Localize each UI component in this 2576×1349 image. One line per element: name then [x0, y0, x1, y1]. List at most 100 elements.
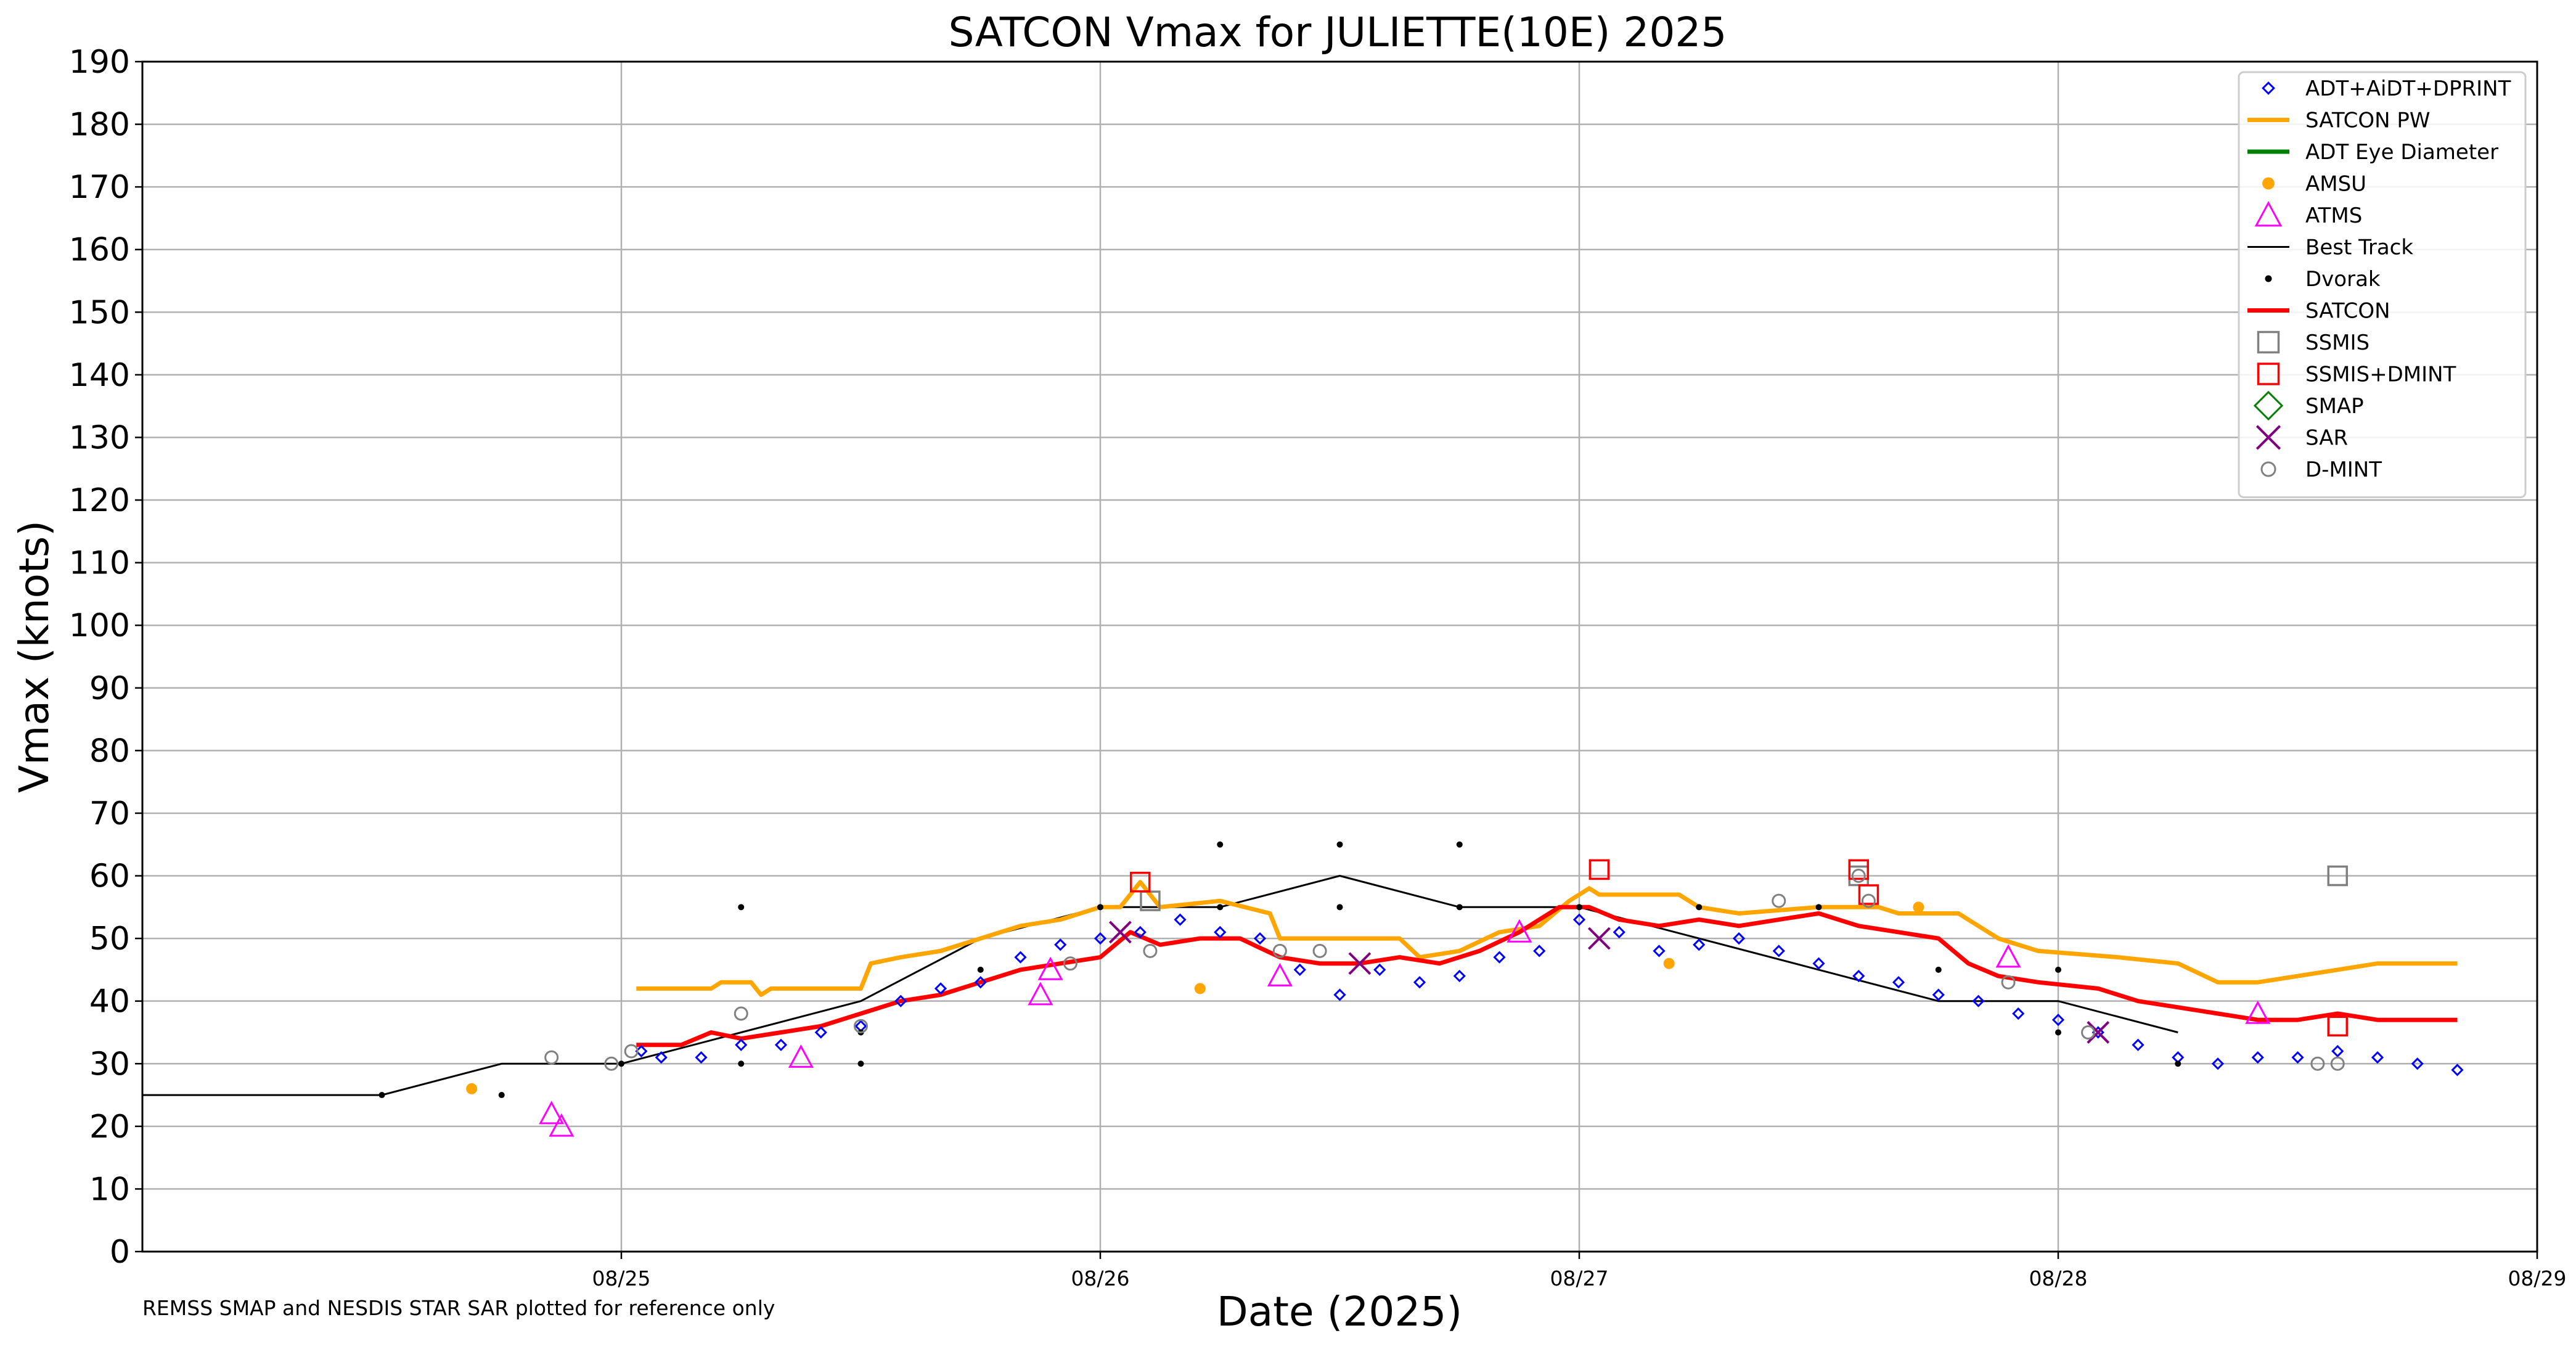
adt-point	[894, 994, 907, 1007]
dmint-point	[2330, 1056, 2345, 1071]
footnote: REMSS SMAP and NESDIS STAR SAR plotted f…	[142, 1296, 775, 1320]
legend-swatch-marker	[2257, 330, 2280, 354]
amsu-point	[466, 1083, 478, 1094]
legend-label: ADT+AiDT+DPRINT	[2305, 76, 2511, 101]
dvorak-point	[738, 904, 745, 911]
legend-label: SAR	[2305, 426, 2348, 451]
legend-entry: Dvorak	[2265, 267, 2381, 292]
adt-point	[1094, 932, 1107, 945]
adt-point	[1932, 988, 1945, 1001]
adt-point	[2051, 1014, 2065, 1027]
adt-point	[2012, 1007, 2025, 1020]
atms-point	[539, 1101, 565, 1125]
ssmis-dmint-point	[1589, 859, 1610, 880]
dvorak-point	[738, 1060, 745, 1067]
dvorak-point	[2055, 1029, 2061, 1036]
legend-entry: SMAP	[2253, 390, 2364, 421]
y-axis-label: Vmax (knots)	[10, 520, 58, 793]
dvorak-point	[977, 966, 984, 973]
adt-point	[1174, 913, 1187, 926]
adt-point	[774, 1038, 788, 1051]
legend-swatch-marker	[2260, 461, 2276, 477]
dmint-point	[1861, 893, 1876, 908]
adt-point	[2451, 1064, 2464, 1076]
legend-label: Dvorak	[2305, 267, 2381, 292]
x-axis-ticks: 08/25 08/26 08/27 08/28 08/29	[592, 1252, 2567, 1290]
plot-frame	[141, 60, 2538, 1253]
y-tick-label: 180	[69, 107, 130, 144]
adt-point	[1253, 932, 1267, 945]
x-tick-label: 08/28	[2029, 1266, 2087, 1290]
adt-point	[934, 982, 947, 995]
amsu-point	[1913, 901, 1924, 913]
dvorak-point	[1815, 904, 1822, 911]
adt-point	[1772, 945, 1785, 957]
y-tick-label: 0	[110, 1234, 130, 1271]
atms-point	[549, 1113, 574, 1137]
y-tick-label: 60	[89, 858, 130, 895]
y-tick-label: 30	[89, 1046, 130, 1083]
adt-point	[1812, 957, 1825, 970]
y-tick-label: 190	[69, 44, 130, 81]
adt-point	[1413, 976, 1426, 989]
dvorak-point	[498, 1092, 505, 1099]
adt-point	[735, 1038, 748, 1051]
adt-point	[1533, 945, 1546, 957]
ssmis-point	[2327, 865, 2348, 887]
y-tick-label: 70	[89, 795, 130, 832]
legend: ADT+AiDT+DPRINT SATCON PW ADT Eye Diameter…	[2238, 71, 2527, 498]
y-tick-label: 100	[69, 607, 130, 644]
dmint-point	[1772, 893, 1786, 908]
legend-label: AMSU	[2305, 172, 2366, 197]
adt-point	[1333, 988, 1346, 1001]
ssmis-dmint-point	[1130, 871, 1151, 893]
dmint-point	[854, 1019, 868, 1033]
adt-point	[1732, 932, 1746, 945]
dmint-point	[604, 1056, 619, 1071]
legend-label: SATCON PW	[2305, 109, 2430, 133]
dmint-point	[734, 1006, 748, 1021]
legend-entry: SATCON	[2247, 299, 2390, 324]
legend-box	[2238, 71, 2527, 498]
y-tick-label: 10	[89, 1171, 130, 1208]
y-tick-label: 150	[69, 294, 130, 331]
adt-point	[2251, 1051, 2264, 1064]
chart-title: SATCON Vmax for JULIETTE(10E) 2025	[949, 9, 1727, 56]
adt-point	[1373, 963, 1386, 977]
atms-point	[1995, 944, 2021, 968]
adt-point	[1453, 969, 1466, 983]
sar-point	[2087, 1021, 2110, 1044]
legend-entry: ATMS	[2254, 201, 2362, 228]
adt-point	[1014, 951, 1027, 964]
legend-entry: D-MINT	[2260, 457, 2382, 482]
adt-point	[1134, 925, 1147, 939]
adt-point	[1613, 925, 1625, 939]
atms-point	[2245, 1000, 2271, 1024]
adt-point	[695, 1051, 708, 1064]
legend-entry: SAR	[2255, 425, 2348, 451]
legend-label: D-MINT	[2305, 457, 2382, 482]
atms-point	[1037, 956, 1063, 980]
dmint-point	[544, 1050, 559, 1065]
adt-point	[1653, 945, 1666, 957]
adt-point	[1892, 976, 1905, 989]
adt-point	[2371, 1051, 2384, 1064]
legend-label: SSMIS+DMINT	[2305, 363, 2456, 387]
atms-point	[788, 1044, 814, 1068]
dmint-point	[624, 1044, 639, 1059]
dvorak-point	[1576, 904, 1582, 911]
x-tick-label: 08/26	[1071, 1266, 1129, 1290]
dvorak-point	[618, 1060, 624, 1067]
sar-point	[1108, 921, 1132, 944]
dmint-point	[2310, 1056, 2325, 1071]
atms-point	[1028, 982, 1053, 1006]
atms-point	[1267, 962, 1293, 986]
dmint-point	[1851, 869, 1866, 884]
x-tick-label: 08/29	[2508, 1266, 2566, 1290]
amsu-point	[1194, 983, 1206, 994]
legend-swatch-marker	[2265, 275, 2272, 282]
dvorak-point	[1935, 966, 1942, 973]
y-tick-label: 40	[89, 983, 130, 1020]
legend-entry: SSMIS	[2257, 330, 2370, 355]
